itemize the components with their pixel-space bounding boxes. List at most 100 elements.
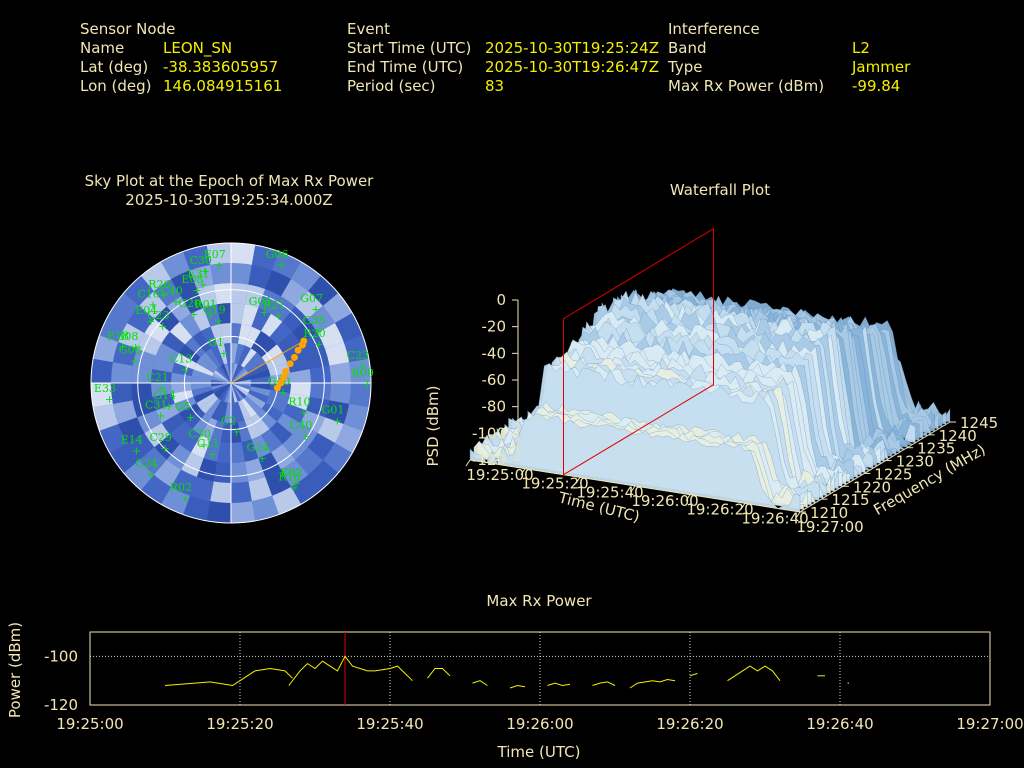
waterfall-y-tick: 1210 <box>810 504 848 522</box>
satellite-marker: G04+ <box>249 295 272 319</box>
waterfall-z-label: PSD (dBm) <box>424 385 442 466</box>
waterfall-x-tick: 19:27:00 <box>796 518 863 536</box>
waterfall-z-tick: -20 <box>482 318 507 336</box>
satellite-marker: R21+ <box>263 298 285 322</box>
interference-band-value: L2 <box>852 39 870 57</box>
satellite-label: C30 <box>188 428 210 441</box>
satellite-label: R21 <box>263 298 285 311</box>
satellite-label: G06 <box>266 248 289 261</box>
waterfall-z-tick: -120 <box>472 451 506 469</box>
power-series-segment <box>427 668 451 679</box>
satellite-plus-icon: + <box>130 355 139 368</box>
satellite-marker: E18+ <box>107 330 129 354</box>
track-point <box>294 346 302 354</box>
waterfall-title: Waterfall Plot <box>670 181 770 199</box>
satellite-label: C31 <box>145 399 167 412</box>
sky-plot: Sky Plot at the Epoch of Max Rx Power 20… <box>85 172 374 524</box>
power-series-segment <box>547 682 571 687</box>
event-panel: Event Start Time (UTC) 2025-10-30T19:25:… <box>347 20 659 95</box>
sky-plot-background <box>91 243 371 523</box>
satellite-marker: I08+ <box>120 330 140 354</box>
sensor-lat-label: Lat (deg) <box>80 58 148 76</box>
power-series-segment <box>164 667 293 687</box>
waterfall-y-tick: 1230 <box>896 453 934 471</box>
satellite-label: C40 <box>160 284 182 297</box>
sensor-lon-label: Lon (deg) <box>80 77 152 95</box>
satellite-plus-icon: + <box>156 410 165 423</box>
satellite-plus-icon: + <box>131 341 140 354</box>
satellite-marker: C31+ <box>145 399 167 423</box>
satellite-label: G01 <box>322 404 345 417</box>
satellite-marker: E04+ <box>135 304 157 328</box>
satellite-marker: E08+ <box>181 273 203 297</box>
power-x-tick: 19:25:20 <box>206 715 273 733</box>
track-point <box>298 341 306 349</box>
interference-panel: Interference Band L2 Type Jammer Max Rx … <box>667 20 911 95</box>
satellite-plus-icon: + <box>159 289 168 302</box>
satellite-plus-icon: + <box>105 393 114 406</box>
satellite-plus-icon: + <box>215 259 224 272</box>
satellite-marker: C24+ <box>135 457 157 481</box>
waterfall-y-tick: 1215 <box>831 491 869 509</box>
satellite-plus-icon: + <box>186 411 195 424</box>
satellite-plus-icon: + <box>192 284 201 297</box>
satellite-label: C2 <box>221 415 236 428</box>
power-y-label: Power (dBm) <box>6 622 24 718</box>
interference-band-label: Band <box>668 39 707 57</box>
power-series-segment <box>472 680 488 686</box>
satellite-plus-icon: + <box>132 445 141 458</box>
satellite-plus-icon: + <box>146 315 155 328</box>
satellite-marker: E14+ <box>121 434 143 458</box>
satellite-label: R16 <box>279 471 301 484</box>
sensor-lat-value: -38.383605957 <box>163 58 278 76</box>
power-y-tick: -100 <box>44 647 78 665</box>
satellite-marker: G35+ <box>303 314 326 338</box>
waterfall-z-tick: -40 <box>482 344 507 362</box>
satellite-label: E02 <box>280 466 302 479</box>
waterfall-y-tick: 1235 <box>917 440 955 458</box>
satellite-marker: R02+ <box>170 481 192 505</box>
satellite-marker: E07+ <box>204 248 226 272</box>
satellite-label: G1 <box>208 336 224 349</box>
satellite-label: R02 <box>170 481 192 494</box>
satellite-marker: G1+ <box>208 336 228 360</box>
satellite-marker: E33+ <box>94 382 116 406</box>
satellite-label: C23 <box>147 309 169 322</box>
waterfall-x-tick: 19:26:00 <box>631 492 698 510</box>
satellite-label: R09 <box>352 366 374 379</box>
waterfall-y-tick: 1220 <box>853 478 891 496</box>
satellite-plus-icon: + <box>290 482 299 495</box>
waterfall-z-tick: -60 <box>482 371 507 389</box>
waterfall-surface <box>469 288 951 513</box>
event-period-label: Period (sec) <box>347 77 436 95</box>
satellite-marker: R01+ <box>194 298 216 322</box>
sensor-node-panel: Sensor Node Name LEON_SN Lat (deg) -38.3… <box>80 20 282 95</box>
satellite-marker: G07+ <box>300 292 323 316</box>
waterfall-y-tick: 1225 <box>874 465 912 483</box>
satellite-marker: R20+ <box>303 327 325 351</box>
satellite-plus-icon: + <box>157 382 166 395</box>
satellite-marker: E31+ <box>187 267 209 291</box>
satellite-marker: C2+ <box>221 415 241 439</box>
sensor-name-value: LEON_SN <box>163 39 232 58</box>
power-series-segment <box>509 684 526 689</box>
satellite-label: I08 <box>120 330 138 343</box>
satellite-label: C23 <box>347 349 369 362</box>
event-end-label: End Time (UTC) <box>347 58 463 76</box>
satellite-plus-icon: + <box>181 492 190 505</box>
max-rx-power-plot: Max Rx Power 19:25:00 19:25:20 19:25:40 19:… <box>6 592 1024 761</box>
sky-plot-satellites: C30+E07+G06+E31+E08+C16+R26+C40+E04+C23+… <box>94 248 374 505</box>
satellite-plus-icon: + <box>181 363 190 376</box>
interference-type-label: Type <box>667 58 702 76</box>
waterfall-x-tick: 19:25:20 <box>521 475 588 493</box>
satellite-label: C29 <box>150 431 172 444</box>
satellite-label: G07 <box>300 292 323 305</box>
power-series-segment <box>592 681 616 686</box>
satellite-label: C16 <box>137 287 159 300</box>
satellite-plus-icon: + <box>118 341 127 354</box>
event-start-value: 2025-10-30T19:25:24Z <box>485 39 659 57</box>
satellite-plus-icon: + <box>258 452 267 465</box>
power-y-tick: -120 <box>44 696 78 714</box>
satellite-plus-icon: + <box>164 400 173 413</box>
